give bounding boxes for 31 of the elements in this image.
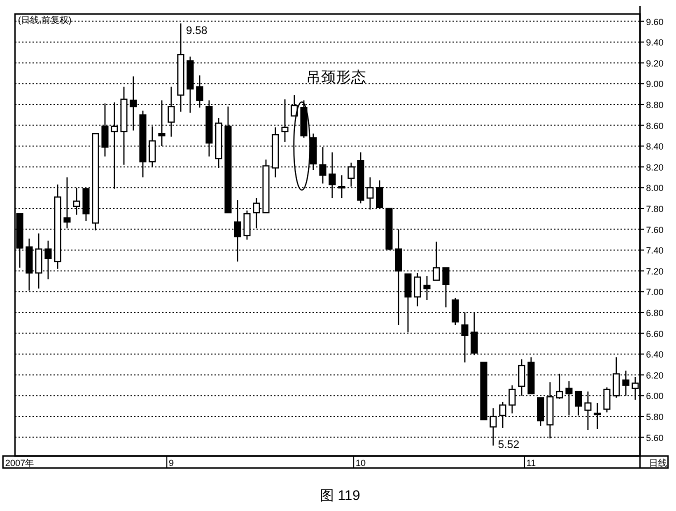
y-tick-label: 8.00 xyxy=(646,183,664,194)
y-tick-label: 9.20 xyxy=(646,58,664,68)
y-tick-label: 6.40 xyxy=(646,350,664,360)
y-tick-label: 8.80 xyxy=(646,100,664,110)
x-tick-label: 11 xyxy=(526,458,536,468)
y-tick-label: 6.20 xyxy=(646,370,664,380)
chart-title: (日线,前复权) xyxy=(18,15,72,25)
y-tick-label: 7.60 xyxy=(646,224,664,235)
x-tick-label: 9 xyxy=(168,458,174,468)
y-tick-label: 9.00 xyxy=(646,79,664,90)
x-tick-label: 2007年 xyxy=(5,458,34,468)
annotation: 5.52 xyxy=(498,439,520,451)
text: 日线 xyxy=(649,458,667,468)
y-tick-label: 7.20 xyxy=(646,266,664,276)
y-tick-label: 6.80 xyxy=(646,308,664,318)
y-tick-label: 6.00 xyxy=(646,391,664,402)
y-tick-label: 8.40 xyxy=(646,142,664,152)
annotation: 9.58 xyxy=(186,25,208,37)
caption: 图 119 xyxy=(320,487,360,503)
annotation: 吊颈形态 xyxy=(306,69,366,86)
y-tick-label: 6.60 xyxy=(646,328,664,339)
y-tick-label: 9.40 xyxy=(646,38,664,48)
y-tick-label: 7.00 xyxy=(646,287,664,298)
y-tick-label: 5.60 xyxy=(646,432,664,443)
y-tick-label: 7.40 xyxy=(646,246,664,256)
y-tick-label: 7.80 xyxy=(646,204,664,214)
y-tick-label: 5.80 xyxy=(646,412,664,422)
y-tick-label: 8.20 xyxy=(646,162,664,172)
y-tick-label: 8.60 xyxy=(646,120,664,131)
y-tick-label: 9.60 xyxy=(646,16,664,27)
x-tick-label: 10 xyxy=(356,458,366,468)
